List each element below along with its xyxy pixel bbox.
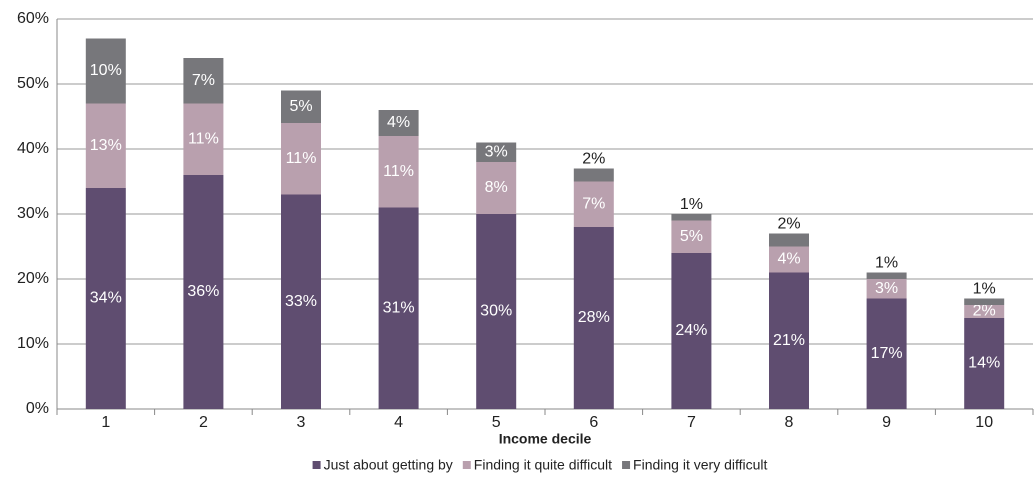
data-label: 30%	[480, 303, 512, 320]
x-axis-title: Income decile	[499, 431, 592, 447]
bar-segment	[476, 142, 517, 162]
bar-segment	[183, 103, 224, 175]
data-label: 5%	[289, 98, 312, 115]
data-label: 1%	[875, 255, 898, 272]
data-label: 1%	[680, 196, 703, 213]
bar-segment	[476, 162, 517, 214]
bar-segment	[964, 305, 1005, 318]
bar-segment	[964, 318, 1005, 409]
bar-segment	[476, 214, 517, 409]
x-tick-label: 5	[492, 414, 501, 431]
data-label: 2%	[582, 151, 605, 168]
data-label: 11%	[383, 163, 414, 180]
legend-label: Finding it quite difficult	[474, 457, 612, 473]
data-label: 36%	[187, 283, 219, 300]
bar-segment	[85, 103, 126, 188]
data-label: 7%	[192, 72, 215, 89]
x-tick-label: 6	[589, 414, 598, 431]
data-label: 17%	[871, 345, 903, 362]
bar-segment	[964, 298, 1005, 305]
x-tick-label: 1	[101, 414, 110, 431]
data-label: 2%	[777, 216, 800, 233]
bar-segment	[378, 136, 419, 208]
data-label: 14%	[968, 355, 1000, 372]
legend-label: Just about getting by	[324, 457, 453, 473]
bar-segment	[573, 168, 614, 182]
bar-segment	[281, 90, 321, 123]
bar-segment	[769, 272, 809, 409]
data-label: 34%	[90, 290, 122, 307]
data-label: 10%	[90, 62, 122, 79]
legend-label: Finding it very difficult	[633, 457, 767, 473]
x-tick-label: 7	[687, 414, 696, 431]
legend-swatch	[462, 461, 471, 469]
x-tick-label: 4	[394, 414, 403, 431]
data-label: 3%	[875, 280, 898, 297]
data-label: 2%	[973, 303, 996, 320]
y-tick-label: 10%	[17, 335, 49, 352]
data-label: 4%	[387, 114, 410, 131]
bar-segment	[183, 175, 224, 409]
data-label: 28%	[578, 309, 610, 326]
data-label: 7%	[582, 195, 605, 212]
bar-segment	[183, 58, 224, 104]
bar-segment	[378, 110, 419, 136]
y-tick-label: 40%	[17, 140, 49, 157]
bar-segment	[378, 207, 419, 409]
y-tick-label: 30%	[17, 205, 49, 222]
data-label: 21%	[773, 332, 805, 349]
x-tick-label: 8	[785, 414, 794, 431]
x-tick-label: 9	[882, 414, 891, 431]
legend-swatch	[312, 461, 321, 469]
x-tick-label: 10	[975, 414, 993, 431]
bar-segment	[769, 246, 809, 273]
bar-segment	[85, 38, 126, 104]
bar-segment	[866, 272, 907, 279]
y-tick-label: 20%	[17, 270, 49, 287]
bar-segment	[573, 227, 614, 409]
data-label: 4%	[777, 251, 800, 268]
data-label: 1%	[973, 281, 996, 298]
bar-segment	[671, 253, 712, 409]
y-tick-label: 60%	[17, 10, 49, 27]
data-label: 24%	[675, 322, 707, 339]
bar-segment	[85, 188, 126, 409]
bar-segment	[671, 220, 712, 253]
data-label: 5%	[680, 228, 703, 245]
legend-swatch	[622, 461, 631, 469]
bar-segment	[671, 214, 712, 221]
data-label: 13%	[90, 137, 122, 154]
bar-segment	[281, 194, 321, 409]
y-tick-label: 50%	[17, 75, 49, 92]
x-tick-label: 2	[199, 414, 208, 431]
data-label: 8%	[485, 179, 508, 196]
bar-segment	[281, 123, 321, 195]
y-tick-label: 0%	[26, 400, 49, 417]
bar-segment	[866, 279, 907, 299]
data-label: 33%	[285, 293, 317, 310]
data-label: 11%	[188, 130, 219, 147]
x-tick-label: 3	[297, 414, 306, 431]
data-label: 31%	[383, 299, 415, 316]
data-label: 3%	[485, 143, 508, 160]
data-label: 11%	[286, 150, 317, 167]
bar-segment	[573, 181, 614, 227]
bar-segment	[866, 298, 907, 409]
bar-segment	[769, 233, 809, 247]
